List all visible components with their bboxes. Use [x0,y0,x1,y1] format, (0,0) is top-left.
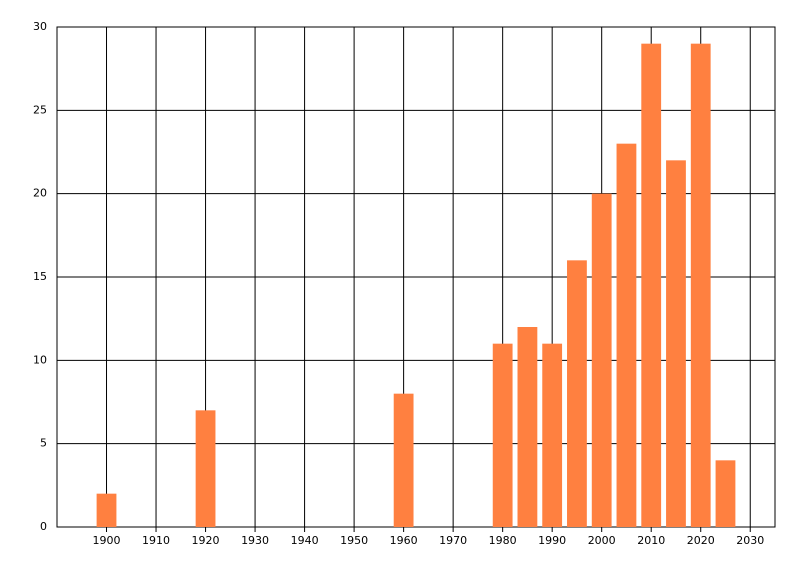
y-tick-label: 15 [33,270,47,283]
x-tick-label: 2010 [637,534,665,547]
bar [393,393,414,527]
bar [616,143,637,527]
bar [567,260,587,527]
bar [96,493,117,527]
x-tick-label: 1940 [291,534,319,547]
bar [542,343,563,527]
x-tick-label: 1960 [390,534,418,547]
bar [492,343,513,527]
bar [690,43,711,528]
bar [517,327,538,527]
y-tick-label: 10 [33,353,47,366]
y-tick-label: 25 [33,103,47,116]
x-tick-label: 1950 [340,534,368,547]
x-tick-label: 1990 [538,534,566,547]
x-tick-label: 2020 [687,534,715,547]
y-tick-label: 20 [33,187,47,200]
x-tick-label: 1980 [489,534,517,547]
x-tick-label: 2030 [736,534,764,547]
x-tick-label: 1900 [93,534,121,547]
bar [666,160,686,528]
y-tick-label: 30 [33,20,47,33]
bar [591,193,612,527]
y-tick-label: 5 [40,437,47,450]
x-tick-label: 1920 [192,534,220,547]
bar [641,43,662,528]
x-tick-label: 1970 [439,534,467,547]
x-tick-label: 1910 [142,534,170,547]
bar [195,410,216,527]
x-tick-label: 2000 [588,534,616,547]
plot-border [56,26,776,528]
bar [715,460,736,527]
y-tick-label: 0 [40,520,47,533]
x-tick-label: 1930 [241,534,269,547]
